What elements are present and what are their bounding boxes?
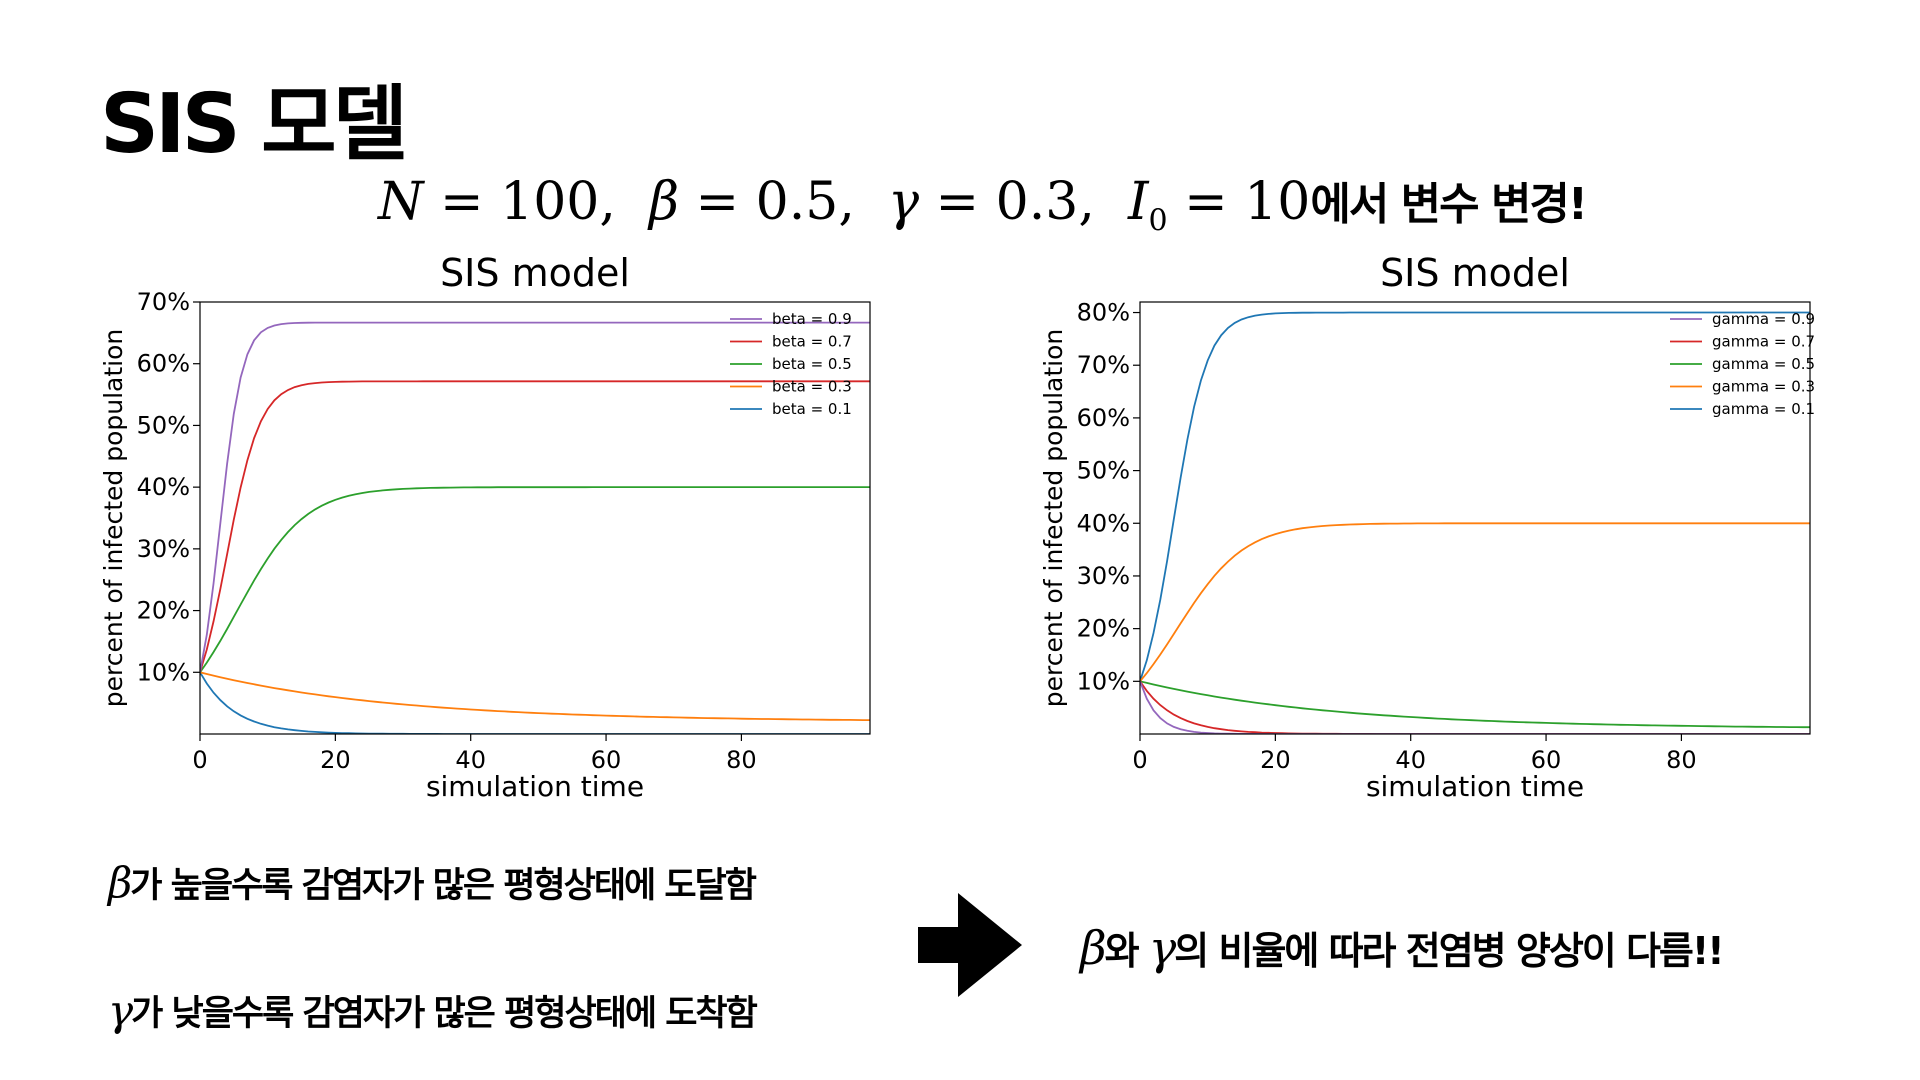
gamma-chart-legend: gamma = 0.9 gamma = 0.7 gamma = 0.5 gamma =…: [1670, 310, 1815, 418]
beta-chart-legend-label: beta = 0.5: [772, 355, 852, 373]
beta-chart-legend: beta = 0.9 beta = 0.7 beta = 0.5 beta = 0.3…: [730, 310, 852, 418]
gamma-chart-ytick-label: 30%: [1077, 562, 1130, 590]
eq-beta-symbol: β: [648, 172, 680, 232]
gamma-chart-xtick-label: 40: [1395, 746, 1426, 774]
gamma-chart: SIS model 0 20 40 60 80 10% 20% 30% 40% 50% 60% 70% 8…: [1030, 250, 1830, 810]
beta-chart-svg: SIS model 0 20 40 60 80 10% 20% 30% 40% 50% 60% 70% s…: [99, 251, 871, 803]
beta-chart-xlabel: simulation time: [426, 770, 644, 803]
eq-i-value: = 10: [1167, 172, 1311, 232]
gamma-chart-legend-label: gamma = 0.7: [1712, 333, 1815, 351]
gamma-chart-ytick-label: 80%: [1077, 299, 1130, 327]
beta-chart-xtick-label: 0: [192, 746, 207, 774]
beta-chart-ytick-label: 30%: [137, 535, 190, 563]
conclusion-gamma-symbol: γ: [1148, 921, 1176, 975]
gamma-chart-xtick-label: 20: [1260, 746, 1291, 774]
right-arrow-icon: [918, 893, 1022, 997]
gamma-chart-svg: SIS model 0 20 40 60 80 10% 20% 30% 40% 50% 60% 70% 8…: [1039, 251, 1815, 803]
beta-note-text: 가 높을수록 감염자가 많은 평형상태에 도달함: [130, 866, 757, 906]
beta-chart-xtick-label: 80: [726, 746, 757, 774]
beta-chart-legend-label: beta = 0.7: [772, 333, 852, 351]
conclusion-middle: 와: [1104, 929, 1149, 973]
beta-chart-legend-label: beta = 0.3: [772, 378, 852, 396]
beta-chart-series-line-1: [200, 380, 870, 673]
gamma-chart-ytick-label: 70%: [1077, 351, 1130, 379]
beta-chart-ytick-label: 60%: [137, 350, 190, 378]
beta-chart-axes-frame: [199, 301, 871, 735]
gamma-chart-plot-area: [1140, 311, 1810, 734]
beta-chart-xtick-label: 40: [455, 746, 486, 774]
eq-i-symbol: I: [1127, 172, 1149, 232]
gamma-chart-legend-label: gamma = 0.9: [1712, 310, 1815, 328]
gamma-chart-ytick-label: 40%: [1077, 509, 1130, 537]
beta-chart-ytick-label: 20%: [137, 597, 190, 625]
gamma-chart-axes-frame: [1139, 301, 1811, 735]
gamma-chart-xtick-label: 0: [1132, 746, 1147, 774]
beta-chart-ytick-label: 40%: [137, 473, 190, 501]
gamma-chart-legend-label: gamma = 0.1: [1712, 400, 1815, 418]
conclusion-beta-symbol: β: [1080, 921, 1107, 975]
gamma-chart-series-line-2: [1140, 680, 1810, 729]
gamma-chart-xlabel: simulation time: [1366, 770, 1584, 803]
conclusion-text: β와 γ의 비율에 따라 전염병 양상이 다름!!: [1080, 925, 1725, 973]
beta-chart-xtick-label: 20: [320, 746, 351, 774]
gamma-chart-ytick-label: 20%: [1077, 615, 1130, 643]
eq-suffix: 에서 변수 변경!: [1310, 179, 1588, 230]
eq-beta-value: = 0.5,: [679, 172, 888, 232]
eq-n-symbol: N: [378, 172, 424, 232]
gamma-chart-title: SIS model: [1380, 251, 1570, 295]
parameter-equation: N = 100, β = 0.5, γ = 0.3, I0 = 10에서 변수 …: [378, 176, 1588, 239]
beta-chart-ylabel: percent of infected population: [99, 329, 128, 708]
beta-chart-legend-label: beta = 0.1: [772, 400, 852, 418]
conclusion-body: 의 비율에 따라 전염병 양상이 다름!!: [1174, 929, 1724, 973]
beta-chart-ytick-label: 10%: [137, 658, 190, 686]
beta-chart: SIS model 0 20 40 60 80 10% 20% 30% 40% 50% 60% 70% s…: [90, 250, 890, 810]
gamma-note: γ가 낮을수록 감염자가 많은 평형상태에 도착함: [108, 990, 758, 1034]
eq-gamma-value: = 0.3,: [919, 172, 1128, 232]
gamma-chart-legend-label: gamma = 0.3: [1712, 378, 1815, 396]
gamma-chart-ylabel: percent of infected population: [1039, 329, 1068, 708]
beta-chart-series-line-3: [200, 671, 870, 721]
beta-note: β가 높을수록 감염자가 많은 평형상태에 도달함: [108, 862, 757, 906]
gamma-chart-legend-label: gamma = 0.5: [1712, 355, 1815, 373]
beta-chart-plot-area: [200, 321, 870, 734]
page-title: SIS 모델: [100, 77, 408, 172]
gamma-chart-series-line-4: [1140, 311, 1810, 682]
beta-chart-ytick-label: 50%: [137, 411, 190, 439]
gamma-chart-ytick-label: 10%: [1077, 667, 1130, 695]
beta-chart-title: SIS model: [440, 251, 630, 295]
beta-chart-legend-label: beta = 0.9: [772, 310, 852, 328]
beta-chart-series-line-2: [200, 486, 870, 673]
gamma-chart-ytick-label: 60%: [1077, 404, 1130, 432]
beta-chart-series-line-4: [200, 671, 870, 734]
gamma-note-text: 가 낮을수록 감염자가 많은 평형상태에 도착함: [131, 994, 758, 1034]
eq-i-subscript: 0: [1148, 203, 1168, 239]
gamma-chart-ytick-label: 50%: [1077, 457, 1130, 485]
gamma-chart-xtick-label: 80: [1666, 746, 1697, 774]
beta-chart-ytick-label: 70%: [137, 288, 190, 316]
eq-gamma-symbol: γ: [887, 172, 920, 232]
beta-chart-xtick-label: 60: [591, 746, 622, 774]
beta-chart-series-line-0: [200, 321, 870, 673]
eq-n-value: = 100,: [423, 172, 649, 232]
gamma-chart-series-line-3: [1140, 522, 1810, 682]
beta-note-symbol: β: [108, 858, 132, 907]
gamma-chart-series-line-1: [1140, 680, 1810, 734]
gamma-note-symbol: γ: [108, 986, 133, 1035]
gamma-chart-xtick-label: 60: [1531, 746, 1562, 774]
